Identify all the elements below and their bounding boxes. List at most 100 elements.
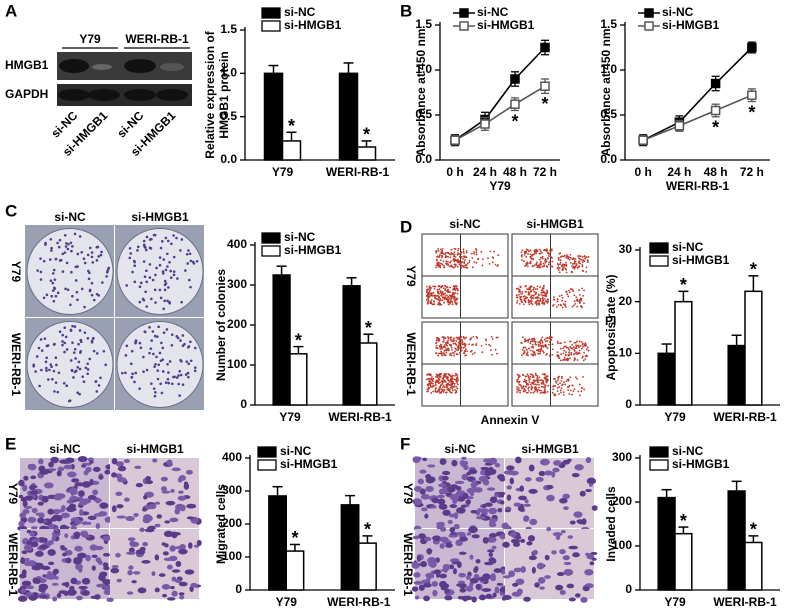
colony-dot [159,352,162,355]
colony-dot [184,269,187,272]
event [438,353,440,355]
legend-label: si-NC [672,444,704,458]
event [547,375,549,377]
cell [492,546,497,550]
colony-dot [186,253,189,256]
event [543,382,545,384]
event [527,253,529,255]
event [437,248,439,250]
event [455,340,457,342]
event [521,256,523,258]
event [547,257,549,259]
cell [432,581,438,587]
colony-dot [183,343,186,346]
event [442,296,444,298]
x-tick-label: 48 h [704,165,728,179]
event [579,265,581,267]
event [549,355,551,357]
event [433,292,435,294]
colony-dot [79,351,82,354]
event [436,339,438,341]
cell [103,553,110,557]
colony-dot [76,291,79,294]
event [523,386,525,388]
event [481,345,483,347]
event [521,301,523,303]
event [457,254,459,256]
event [437,376,439,378]
event [466,350,468,352]
cell [72,524,76,529]
y-tick-label: 20 [619,294,633,308]
cell [186,504,196,509]
colony-dot [182,383,185,386]
event [545,337,547,339]
cell [428,561,437,567]
cell [127,591,133,594]
cell [570,520,576,524]
event [496,353,498,355]
cell [514,502,521,506]
colony-dot [79,329,82,332]
event [532,376,534,378]
cell [539,587,545,590]
cell [78,567,82,572]
event [544,374,546,376]
event [466,250,468,252]
cell [482,588,492,592]
event [573,354,575,356]
event [440,373,442,375]
event [441,286,443,288]
event [558,269,560,271]
cell [60,547,67,550]
event [550,256,552,258]
cell [497,508,502,512]
cell [38,588,46,592]
colony-dot [164,289,167,292]
dish [117,229,203,315]
cell [479,577,487,581]
event [582,376,584,378]
event [448,380,450,382]
event [537,375,539,377]
event [457,293,459,295]
cell [35,578,41,584]
cell [584,569,593,575]
event [567,296,569,298]
event [584,260,586,262]
colony-dot [148,352,151,355]
bar [343,286,360,405]
colony-dot [73,351,76,354]
event [582,344,584,346]
cell [544,471,552,476]
colony-dot [160,297,163,300]
event [579,302,581,304]
event [521,388,523,390]
cell [171,591,177,597]
event [435,387,437,389]
event [585,342,587,344]
cell [48,468,56,471]
event [454,254,456,256]
event [533,380,535,382]
event [435,352,437,354]
event [546,290,548,292]
cell [35,513,43,516]
colony-dot [176,277,179,280]
event [457,252,459,254]
cell [463,465,468,470]
event [456,382,458,384]
event [441,252,443,254]
cell [545,555,550,560]
event [476,254,478,256]
event [446,341,448,343]
colony-dot [181,238,184,241]
y-tick-label: 200 [227,317,247,331]
event [489,263,491,265]
cell [585,489,592,492]
cell [568,546,578,550]
event [442,341,444,343]
event [530,297,532,299]
event [531,346,533,348]
cell [133,571,140,575]
